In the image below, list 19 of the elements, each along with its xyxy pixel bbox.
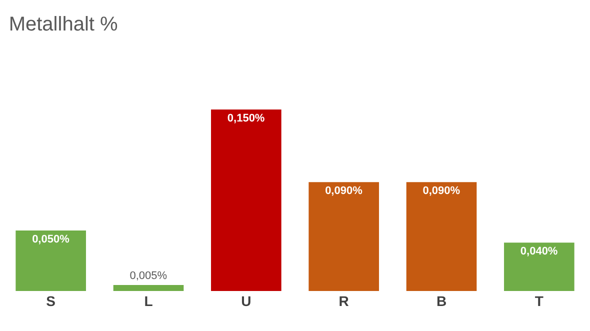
x-tick-label: B xyxy=(436,293,447,309)
x-tick-label: U xyxy=(241,293,252,309)
bar xyxy=(308,182,379,291)
x-tick-label: L xyxy=(144,293,154,309)
bar xyxy=(406,182,477,291)
data-label: 0,050% xyxy=(32,234,70,246)
x-tick-label: R xyxy=(338,293,349,309)
data-label: 0,040% xyxy=(520,246,558,258)
bar xyxy=(211,110,282,291)
bar xyxy=(113,284,184,291)
data-label: 0,090% xyxy=(422,185,460,198)
data-label: 0,090% xyxy=(325,185,363,198)
bar xyxy=(16,230,86,291)
chart-title: Metallhalt % xyxy=(8,14,118,36)
data-label: 0,150% xyxy=(227,112,265,125)
x-tick-label: S xyxy=(46,293,56,309)
data-label: 0,005% xyxy=(130,270,168,282)
bar xyxy=(504,242,574,291)
x-tick-label: T xyxy=(534,293,544,309)
